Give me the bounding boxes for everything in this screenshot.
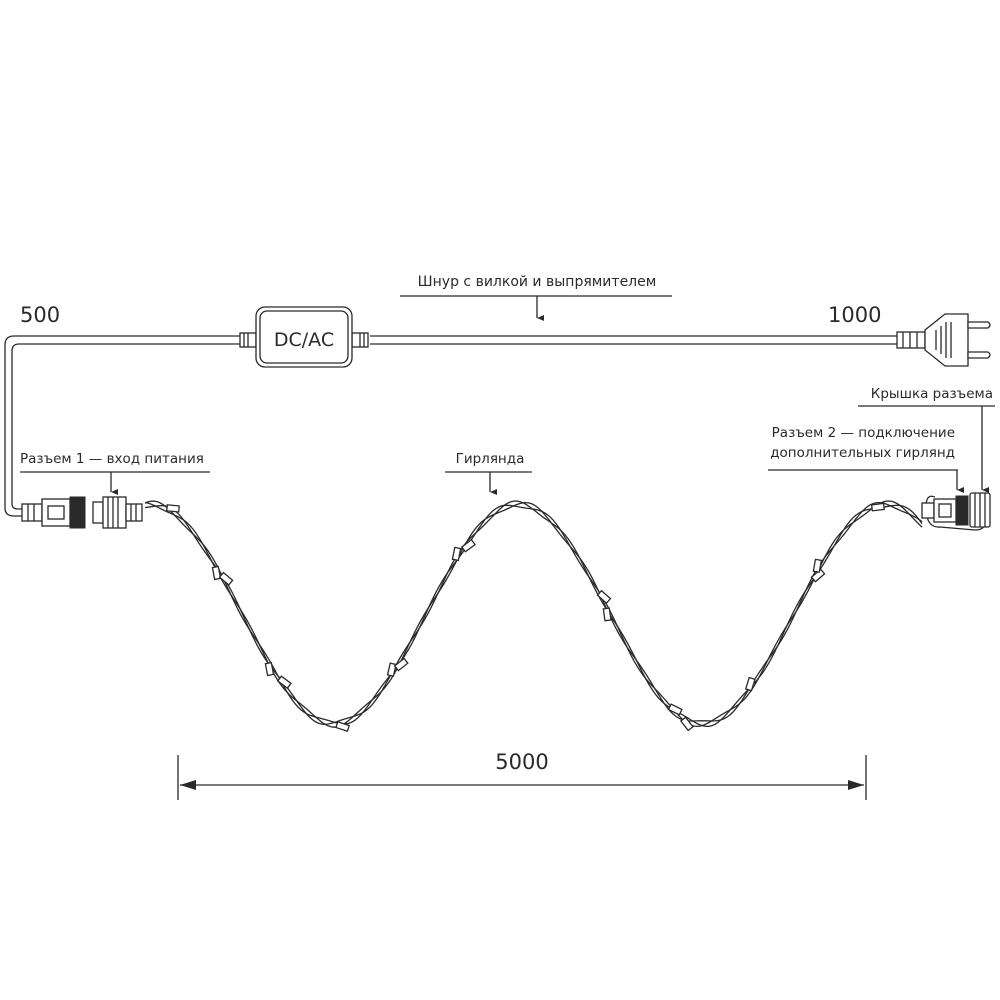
garland-leds <box>166 502 886 733</box>
rectifier-box: DC/AC <box>239 306 369 368</box>
plug-icon <box>896 313 991 367</box>
led-bulb <box>335 720 351 733</box>
led-bulb <box>460 538 476 553</box>
led-bulb <box>211 565 222 581</box>
connector1-label: Разъем 1 — вход питания <box>20 451 204 467</box>
cable-pointer <box>400 295 672 321</box>
length-right-label: 1000 <box>828 303 881 327</box>
wire-strand <box>144 500 923 728</box>
led-bulb <box>218 571 234 586</box>
wire-strand <box>144 501 923 728</box>
led-bulb <box>166 504 180 513</box>
cable-label: Шнур с вилкой и выпрямителем <box>418 274 657 290</box>
led-bulb <box>810 568 826 583</box>
led-bulb <box>386 662 397 677</box>
garland-pointer <box>445 471 532 495</box>
rectifier-label: DC/AC <box>274 329 334 351</box>
led-bulb <box>596 589 612 605</box>
led-bulb <box>393 657 409 672</box>
dimension-line <box>177 755 867 800</box>
cap-label: Крышка разъема <box>871 386 993 402</box>
connector2-label-line1: Разъем 2 — подключение <box>772 425 955 441</box>
led-bulb <box>679 716 694 732</box>
led-bulb <box>451 546 462 562</box>
garland-wire <box>144 500 923 728</box>
length-left-label: 500 <box>20 303 60 327</box>
led-bulb <box>812 558 823 573</box>
connector2-pointer <box>768 469 964 493</box>
garland-length-label: 5000 <box>495 750 548 774</box>
cap-pointer <box>858 405 995 493</box>
connector1-icon <box>21 496 143 529</box>
connector2-label-line2: дополнительных гирлянд <box>770 445 955 461</box>
connector2-icon <box>921 492 991 531</box>
led-bulb <box>276 675 292 690</box>
connector1-pointer <box>20 471 210 495</box>
garland-label: Гирлянда <box>456 451 525 467</box>
led-bulb <box>870 502 886 512</box>
wire-strand <box>144 500 923 728</box>
led-bulb <box>602 607 612 622</box>
led-bulb <box>667 703 683 716</box>
power-cable <box>4 335 897 517</box>
led-bulb <box>744 676 756 692</box>
led-bulb <box>264 661 275 677</box>
